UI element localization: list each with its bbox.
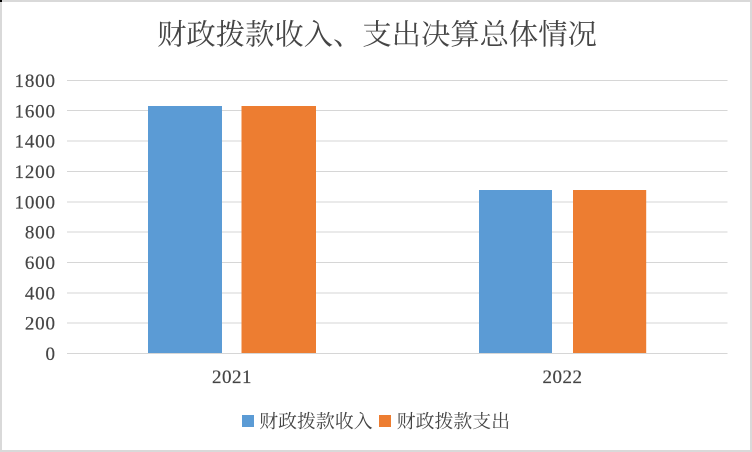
svg-text:1400: 1400 bbox=[14, 132, 55, 153]
svg-text:400: 400 bbox=[25, 283, 56, 304]
svg-text:1600: 1600 bbox=[14, 101, 55, 122]
svg-text:2021: 2021 bbox=[212, 367, 252, 388]
svg-text:2022: 2022 bbox=[543, 367, 583, 388]
svg-text:1200: 1200 bbox=[14, 162, 55, 183]
svg-text:600: 600 bbox=[25, 253, 56, 274]
svg-text:800: 800 bbox=[25, 223, 56, 244]
svg-text:0: 0 bbox=[46, 344, 56, 365]
svg-text:200: 200 bbox=[25, 314, 56, 335]
svg-text:1000: 1000 bbox=[14, 192, 55, 213]
svg-text:1800: 1800 bbox=[14, 71, 55, 92]
